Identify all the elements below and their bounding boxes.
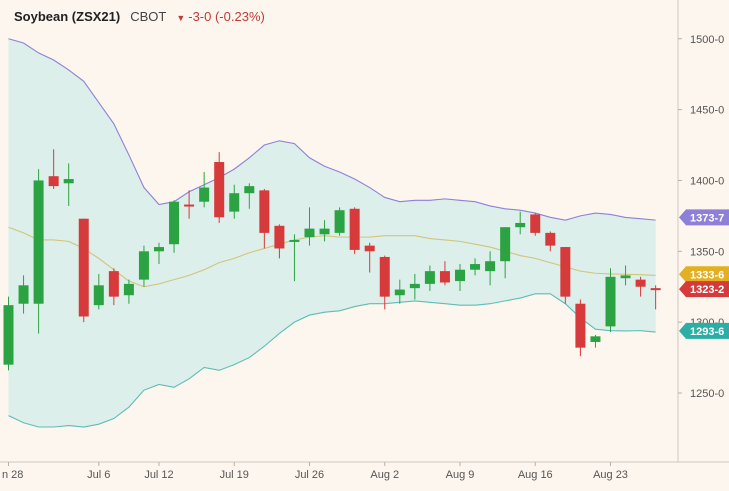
price-change: ▼ -3-0 (-0.23%) <box>176 9 265 24</box>
x-tick-label: n 28 <box>2 469 23 481</box>
candle-body <box>605 276 616 327</box>
candle-body <box>590 336 601 342</box>
triangle-down-icon: ▼ <box>176 12 186 23</box>
candle-body <box>560 247 571 297</box>
candle-body <box>455 269 465 282</box>
candle-body <box>259 190 270 233</box>
candle-body <box>635 279 646 287</box>
x-tick-label: Jul 26 <box>295 469 324 481</box>
candle-body <box>93 285 104 306</box>
candle-body <box>424 271 435 284</box>
price-tag <box>679 209 729 226</box>
candle-body <box>530 214 541 233</box>
y-tick-label: 1400-0 <box>690 175 724 187</box>
candle-body <box>244 186 255 194</box>
candle-body <box>169 201 180 245</box>
candle-body <box>394 289 405 296</box>
x-tick-label: Aug 2 <box>370 469 399 481</box>
price-tag-label: 1293-6 <box>690 326 724 338</box>
candle-body <box>379 256 390 297</box>
candle-body <box>63 179 74 184</box>
candle-body <box>575 303 586 348</box>
candle-body <box>439 271 450 283</box>
candle-body <box>214 162 225 218</box>
bollinger-lower-line <box>8 293 656 428</box>
price-tag <box>679 322 729 339</box>
price-tag-label: 1323-2 <box>690 284 724 296</box>
candle-body <box>304 228 315 238</box>
x-tick-label: Jul 19 <box>220 469 249 481</box>
candle-body <box>334 210 345 233</box>
y-tick-label: 1350-0 <box>690 246 724 258</box>
candle-body <box>289 239 300 242</box>
price-tag <box>679 266 729 283</box>
y-tick-label: 1450-0 <box>690 105 724 117</box>
candle-body <box>184 204 195 207</box>
x-tick-label: Jul 6 <box>87 469 110 481</box>
instrument-title: Soybean (ZSX21) <box>14 8 121 24</box>
candle-body <box>18 285 29 304</box>
candle-body <box>349 208 360 250</box>
price-tag-label: 1373-7 <box>690 212 724 224</box>
candle-body <box>138 251 149 280</box>
candle-body <box>48 176 59 187</box>
candle-body <box>485 261 496 272</box>
price-tag-label: 1333-6 <box>690 269 724 281</box>
candle-body <box>123 283 134 296</box>
candle-body <box>319 228 330 235</box>
x-tick-label: Jul 12 <box>144 469 173 481</box>
candle-body <box>364 245 375 252</box>
exchange-label: CBOT <box>130 8 167 24</box>
candle-body <box>545 232 556 246</box>
candle-body <box>409 283 420 289</box>
candle-body <box>229 193 240 212</box>
price-tag <box>679 281 729 298</box>
x-tick-label: Aug 9 <box>446 469 475 481</box>
price-change-value: -3-0 (-0.23%) <box>188 8 265 24</box>
chart-header: Soybean (ZSX21) CBOT ▼ -3-0 (-0.23%) <box>14 6 265 26</box>
candle-body <box>515 222 526 228</box>
candle-body <box>78 218 89 317</box>
candle-body <box>470 264 481 270</box>
candle-body <box>3 305 14 365</box>
bollinger-band-fill <box>8 38 656 428</box>
candle-body <box>500 227 511 262</box>
candle-body <box>620 275 631 279</box>
y-tick-label: 1500-0 <box>690 34 724 46</box>
candle-body <box>650 288 661 291</box>
y-tick-label: 1250-0 <box>690 388 724 400</box>
x-tick-label: Aug 23 <box>593 469 628 481</box>
candle-body <box>154 247 164 252</box>
candle-body <box>199 187 210 202</box>
candle-body <box>274 225 285 249</box>
candle-body <box>108 271 119 297</box>
candle-body <box>33 180 44 304</box>
bollinger-upper-line <box>8 38 656 221</box>
x-tick-label: Aug 16 <box>518 469 553 481</box>
